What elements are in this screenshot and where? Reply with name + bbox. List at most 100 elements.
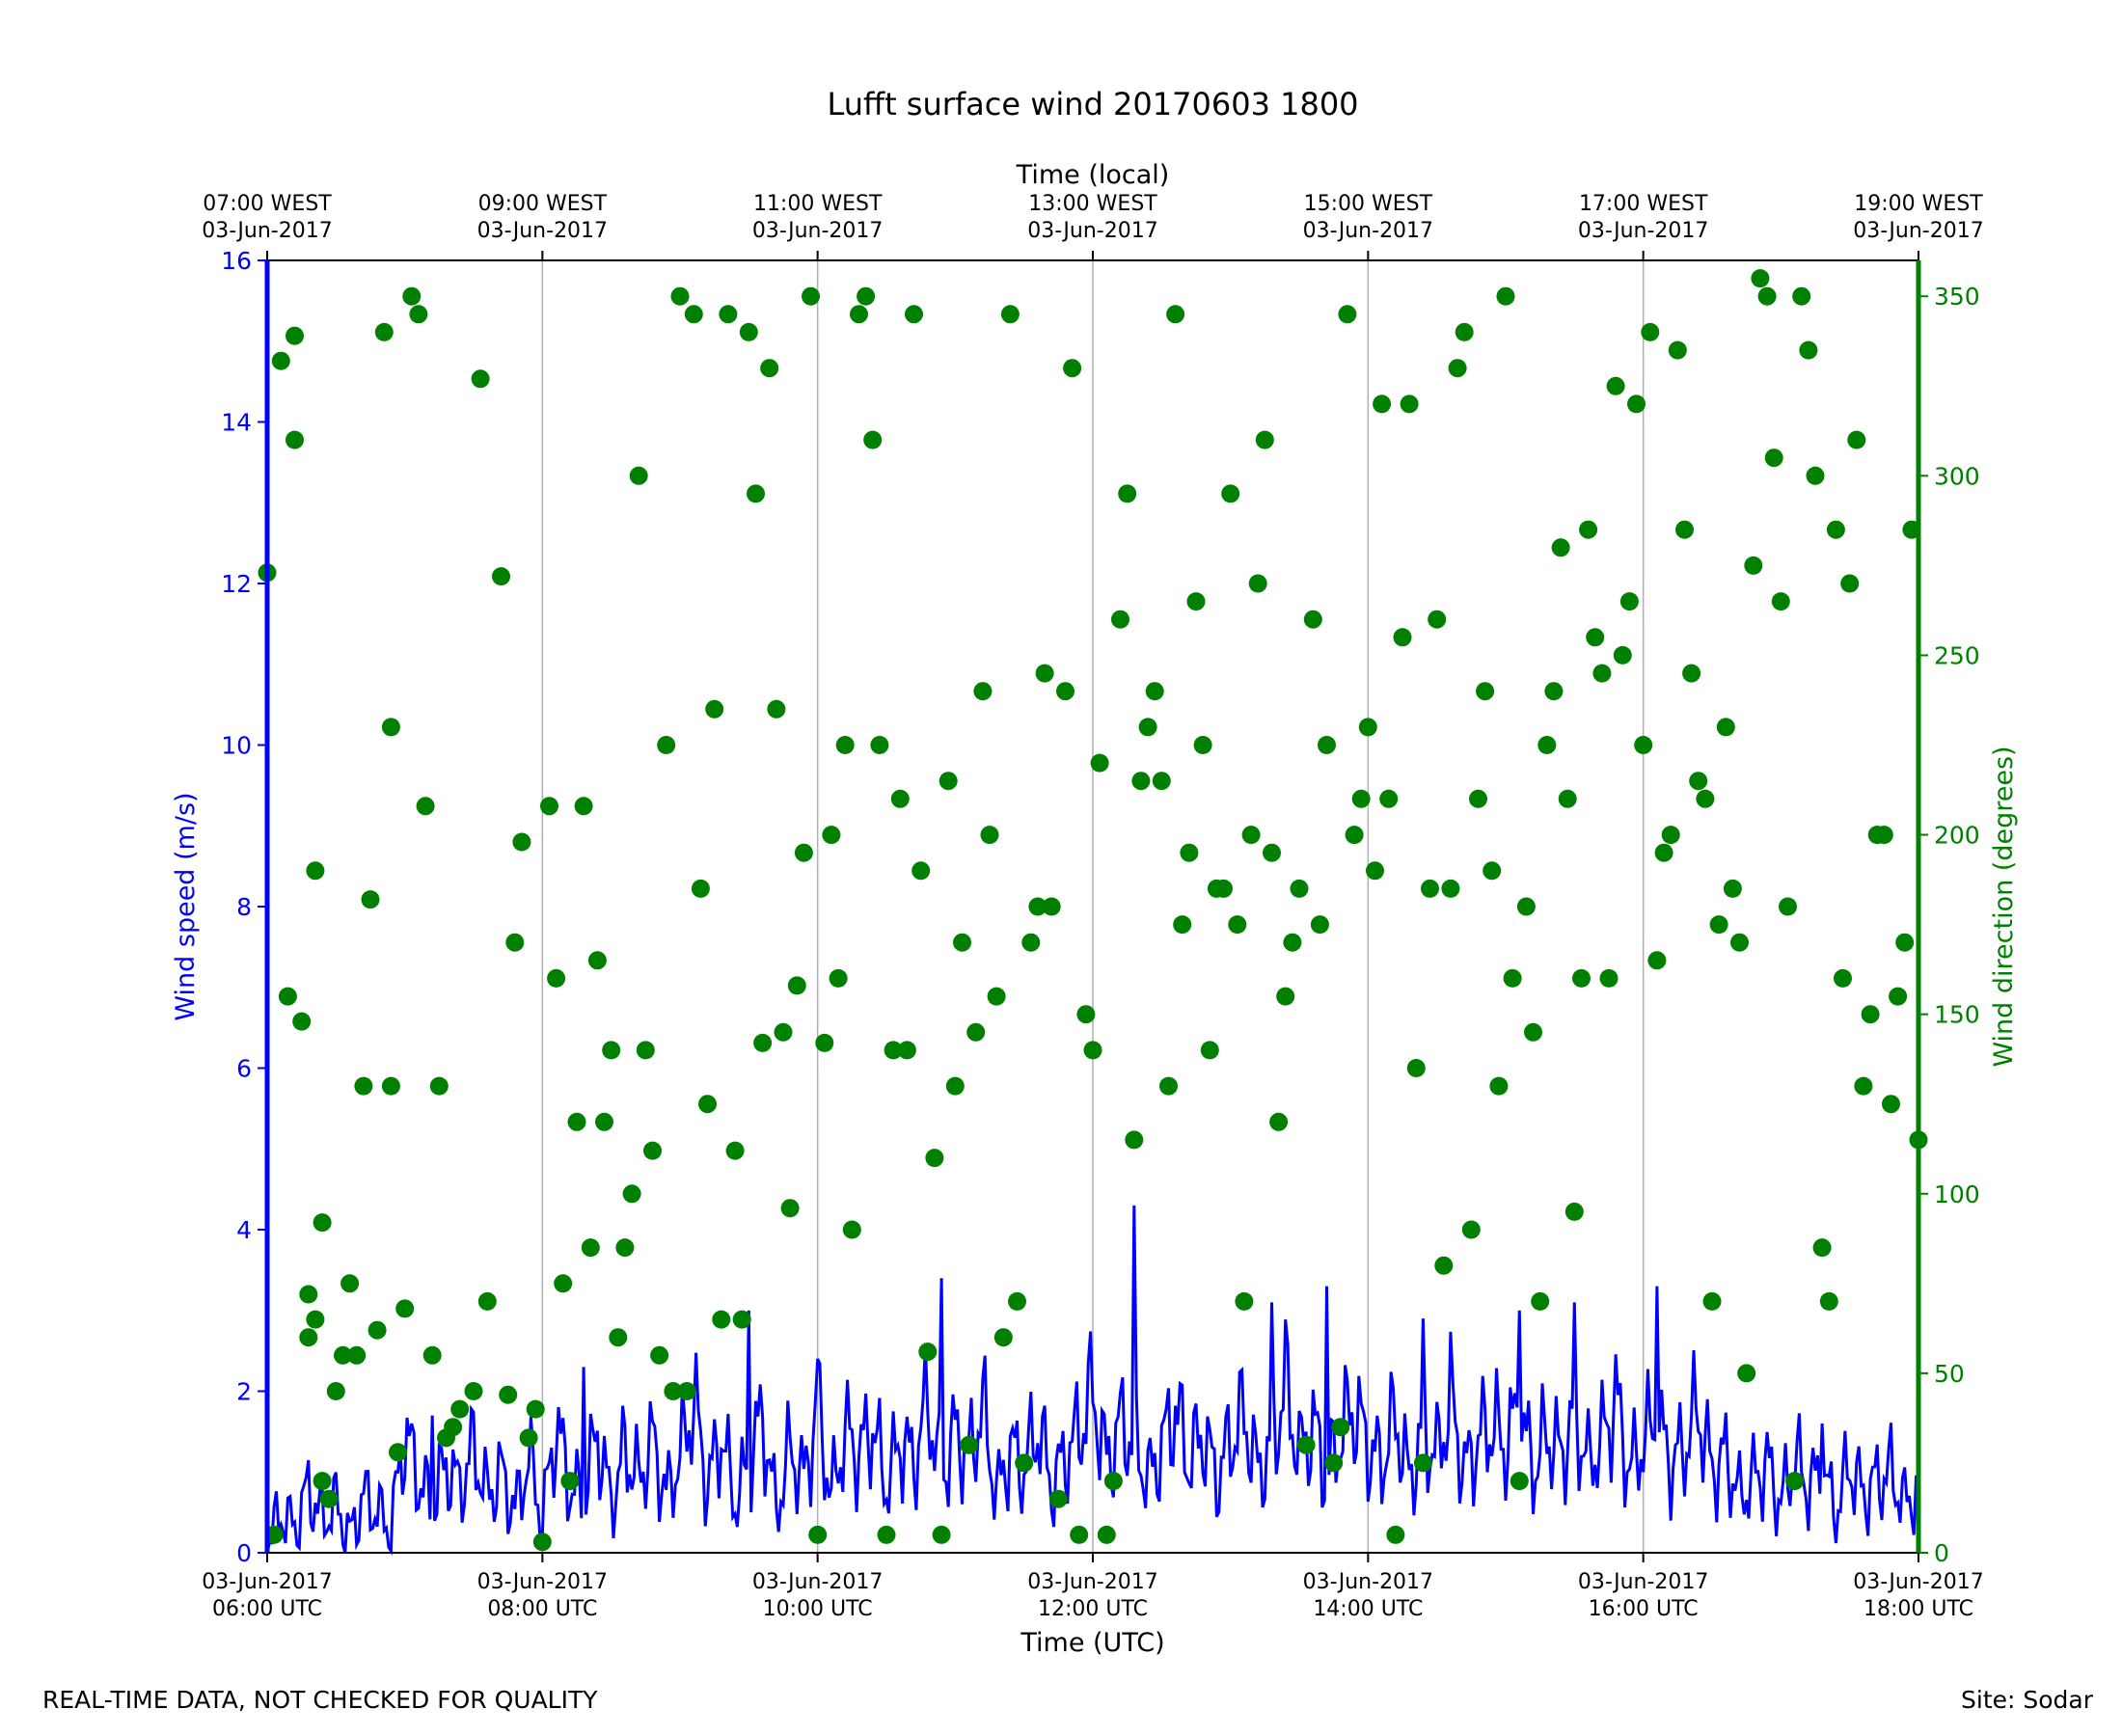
wind-direction-point — [932, 1525, 951, 1544]
wind-direction-point — [1696, 789, 1715, 808]
wind-direction-point — [1668, 340, 1687, 360]
wind-direction-point — [1421, 879, 1439, 898]
left-tick-label: 10 — [221, 732, 252, 760]
wind-direction-point — [787, 976, 806, 995]
wind-direction-point — [794, 843, 813, 862]
axis-ticks: 0 2 4 6 8 10 12 14 16 0 50 100 150 200 250 300 350 03-Jun… — [202, 192, 1983, 1621]
wind-direction-point — [319, 1489, 339, 1508]
wind-direction-point — [877, 1525, 896, 1544]
wind-direction-point — [471, 369, 490, 389]
wind-direction-point — [1564, 1202, 1584, 1221]
right-axis-label: Wind direction (degrees) — [1989, 746, 2019, 1067]
wind-direction-point — [1558, 789, 1577, 808]
wind-direction-point — [1654, 843, 1673, 862]
wind-direction-point — [1228, 915, 1247, 935]
wind-direction-point — [1819, 1291, 1838, 1311]
wind-direction-point — [1461, 1220, 1481, 1239]
wind-direction-point — [1647, 951, 1667, 970]
wind-direction-point — [299, 1285, 318, 1304]
wind-direction-point — [1021, 933, 1041, 952]
wind-direction-point — [567, 1112, 586, 1131]
wind-direction-point — [918, 1343, 938, 1362]
wind-direction-point — [1619, 592, 1639, 611]
wind-direction-point — [1118, 484, 1137, 503]
wind-direction-point — [1015, 1453, 1034, 1473]
wind-direction-point — [1351, 789, 1371, 808]
wind-direction-point — [1709, 915, 1728, 935]
quality-disclaimer: REAL-TIME DATA, NOT CHECKED FOR QUALITY — [42, 1686, 598, 1714]
wind-direction-point — [1386, 1525, 1405, 1544]
wind-direction-point — [1241, 826, 1261, 845]
wind-direction-point — [581, 1238, 600, 1258]
bottom-tick-time: 10:00 UTC — [763, 1597, 873, 1621]
wind-direction-point — [374, 322, 394, 341]
left-tick-label: 6 — [236, 1055, 252, 1083]
wind-direction-point — [1138, 718, 1157, 737]
wind-direction-point — [925, 1149, 944, 1168]
wind-direction-point — [1779, 897, 1797, 916]
wind-direction-point — [1186, 592, 1206, 611]
wind-direction-point — [1537, 736, 1557, 754]
wind-direction-point — [1489, 1076, 1509, 1096]
wind-direction-point — [450, 1399, 470, 1419]
wind-direction-point — [422, 1345, 442, 1365]
wind-direction-point — [1744, 556, 1763, 575]
right-tick-label: 0 — [1934, 1539, 1949, 1567]
wind-direction-point — [1406, 1059, 1426, 1077]
wind-direction-point — [1248, 574, 1267, 593]
bottom-tick-date: 03-Jun-2017 — [202, 1570, 332, 1594]
wind-direction-point — [1496, 286, 1515, 306]
wind-direction-point — [973, 682, 993, 701]
wind-direction-point — [286, 326, 304, 345]
wind-direction-point — [1028, 897, 1047, 916]
left-tick-label: 12 — [221, 570, 252, 598]
wind-direction-point — [987, 987, 1006, 1006]
wind-direction-point — [1586, 628, 1605, 647]
right-tick-label: 200 — [1934, 822, 1980, 850]
wind-direction-point — [1345, 826, 1364, 845]
wind-direction-point — [1083, 1041, 1102, 1060]
wind-direction-point — [1806, 466, 1825, 485]
bottom-tick-time: 08:00 UTC — [487, 1597, 597, 1621]
wind-direction-point — [1152, 772, 1171, 791]
wind-direction-point — [884, 1041, 903, 1060]
left-tick-label: 8 — [236, 893, 252, 921]
wind-direction-point — [1882, 1095, 1900, 1114]
wind-direction-point — [532, 1533, 552, 1552]
wind-direction-point — [1730, 933, 1749, 952]
wind-direction-point — [753, 1033, 773, 1052]
bottom-tick-time: 14:00 UTC — [1313, 1597, 1423, 1621]
wind-direction-point — [1627, 394, 1646, 414]
wind-direction-point — [643, 1141, 662, 1160]
wind-direction-point — [1531, 1291, 1550, 1311]
wind-direction-point — [1276, 987, 1295, 1006]
wind-direction-point — [719, 305, 738, 324]
wind-direction-point — [361, 890, 380, 909]
wind-direction-point — [547, 968, 566, 988]
wind-direction-point — [278, 987, 297, 1006]
wind-direction-point — [1373, 394, 1392, 414]
wind-direction-point — [1303, 610, 1322, 629]
wind-direction-point — [395, 1299, 415, 1318]
wind-direction-point — [1338, 305, 1357, 324]
wind-direction-point — [1400, 394, 1419, 414]
wind-direction-series — [258, 269, 1928, 1552]
wind-direction-point — [1310, 915, 1329, 935]
bottom-tick-date: 03-Jun-2017 — [477, 1570, 608, 1594]
wind-direction-point — [587, 951, 607, 970]
wind-direction-point — [271, 351, 290, 370]
wind-direction-point — [540, 797, 558, 816]
wind-direction-point — [1785, 1472, 1805, 1491]
wind-direction-point — [1592, 664, 1612, 683]
bottom-tick-date: 03-Jun-2017 — [752, 1570, 883, 1594]
wind-direction-point — [1428, 610, 1447, 629]
wind-direction-point — [980, 826, 999, 845]
left-tick-label: 14 — [221, 409, 252, 437]
wind-direction-point — [863, 430, 883, 449]
wind-direction-point — [890, 789, 910, 808]
wind-direction-point — [829, 968, 848, 988]
wind-direction-point — [1579, 520, 1598, 539]
wind-direction-point — [1103, 1472, 1123, 1491]
wind-direction-point — [1483, 861, 1502, 881]
wind-direction-point — [1503, 968, 1522, 988]
